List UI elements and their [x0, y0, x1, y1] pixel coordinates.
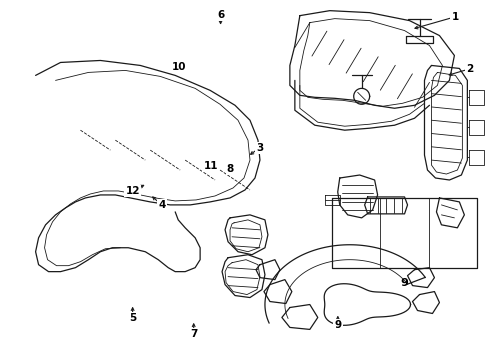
- Text: 8: 8: [227, 164, 234, 174]
- Text: 2: 2: [466, 64, 473, 74]
- Text: 7: 7: [190, 329, 197, 339]
- Text: 6: 6: [217, 10, 224, 20]
- Text: 9: 9: [401, 278, 409, 288]
- Text: 9: 9: [334, 320, 342, 330]
- Text: 10: 10: [172, 62, 186, 72]
- Text: 11: 11: [203, 161, 218, 171]
- Text: 12: 12: [125, 186, 140, 196]
- Text: 5: 5: [129, 313, 136, 323]
- Text: 4: 4: [158, 200, 166, 210]
- Text: 3: 3: [256, 143, 263, 153]
- Text: 1: 1: [451, 12, 459, 22]
